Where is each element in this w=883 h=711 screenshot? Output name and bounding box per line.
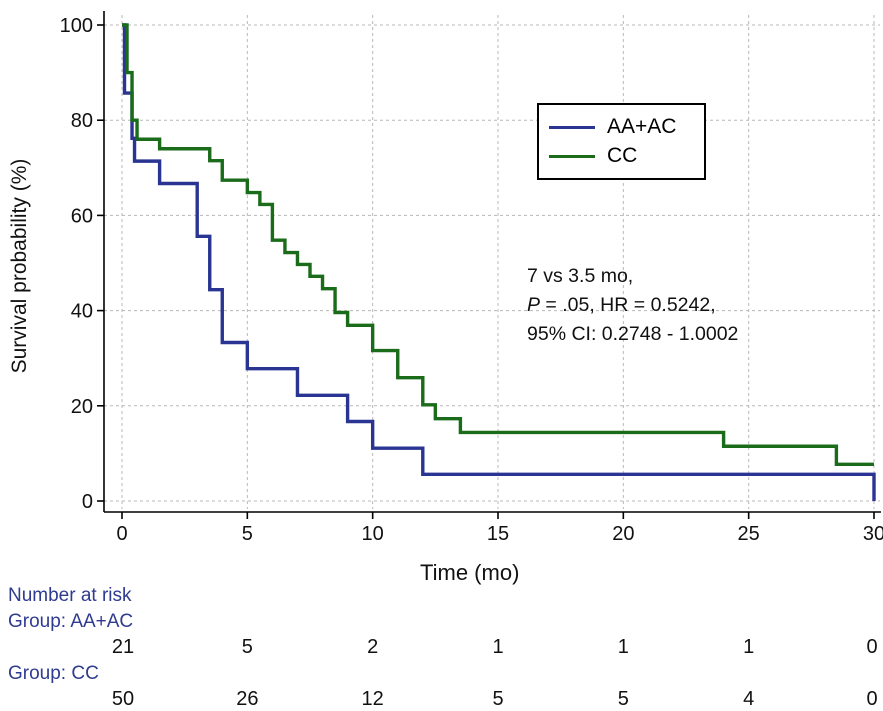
tick-marks xyxy=(97,24,875,519)
legend-entry-cc: CC xyxy=(549,144,637,168)
risk-count-group1-t25: 1 xyxy=(743,636,755,658)
legend-swatch-aa-ac xyxy=(549,125,595,129)
x-tick-label-5: 5 xyxy=(242,523,253,545)
risk-count-group1-t15: 1 xyxy=(492,636,504,658)
risk-count-group1-t5: 5 xyxy=(241,636,253,658)
x-axis-label: Time (mo) xyxy=(420,560,520,585)
risk-count-group2-t0: 50 xyxy=(111,688,135,710)
y-axis-label: Survival probability (%) xyxy=(8,158,31,374)
risk-count-group2-t25: 4 xyxy=(743,688,755,710)
risk-count-group2-t5: 26 xyxy=(236,688,259,710)
y-tick-label-100: 100 xyxy=(60,15,93,37)
x-tick-label-10: 10 xyxy=(362,523,384,545)
y-tick-label-40: 40 xyxy=(71,301,93,323)
y-tick-label-60: 60 xyxy=(71,205,93,227)
risk-count-group2-t20: 5 xyxy=(617,688,629,710)
tick-labels: 0 20 40 60 80 100 0 5 10 15 20 25 30 xyxy=(60,15,883,545)
risk-count-group2-t30: 0 xyxy=(866,688,878,710)
number-at-risk-title: Number at risk xyxy=(8,585,132,606)
p-value-label: P xyxy=(527,294,541,316)
stats-line-1: 7 vs 3.5 mo, xyxy=(527,265,634,287)
axes xyxy=(103,11,881,513)
group-label-aa-ac: Group: AA+AC xyxy=(8,611,134,632)
x-tick-label-0: 0 xyxy=(116,523,127,545)
x-tick-label-30: 30 xyxy=(863,523,883,545)
legend-swatch-cc xyxy=(549,154,595,158)
risk-count-group1-t0: 21 xyxy=(111,636,135,658)
legend-entry-aa-ac: AA+AC xyxy=(549,115,676,139)
group-label-cc: Group: CC xyxy=(8,663,99,684)
legend-label-aa-ac: AA+AC xyxy=(607,115,677,138)
risk-count-group1-t30: 0 xyxy=(866,636,878,658)
y-tick-label-0: 0 xyxy=(82,491,93,513)
risk-count-group2-t10: 12 xyxy=(361,688,384,710)
x-tick-label-25: 25 xyxy=(738,523,760,545)
legend: AA+AC CC xyxy=(537,103,706,180)
x-tick-label-15: 15 xyxy=(487,523,509,545)
y-tick-label-80: 80 xyxy=(71,110,93,132)
stats-annotation: 7 vs 3.5 mo, P = .05, HR = 0.5242, 95% C… xyxy=(527,262,738,349)
x-tick-label-20: 20 xyxy=(612,523,634,545)
p-value-text: = .05, HR = 0.5242, xyxy=(540,294,716,316)
stats-line-2: P = .05, HR = 0.5242, xyxy=(527,291,738,320)
legend-label-cc: CC xyxy=(607,144,638,167)
series-lines xyxy=(122,23,876,501)
y-tick-label-20: 20 xyxy=(71,396,93,418)
stats-line-3: 95% CI: 0.2748 - 1.0002 xyxy=(527,323,739,345)
series-line-aa-ac xyxy=(122,23,876,501)
grid-lines xyxy=(104,15,880,509)
series-line-cc xyxy=(122,23,874,467)
risk-count-group1-t10: 2 xyxy=(367,636,379,658)
risk-count-group2-t15: 5 xyxy=(492,688,504,710)
survival-chart: 0 20 40 60 80 100 0 5 10 15 20 25 30 xyxy=(60,11,883,545)
risk-count-group1-t20: 1 xyxy=(617,636,629,658)
